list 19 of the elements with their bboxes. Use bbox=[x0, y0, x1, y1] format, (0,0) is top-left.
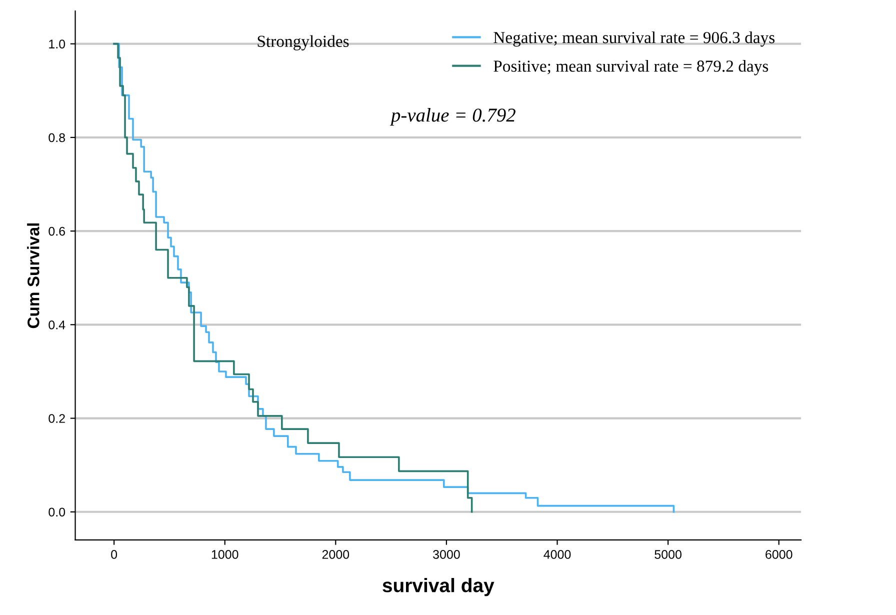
x-tick-label: 6000 bbox=[766, 550, 792, 559]
x-axis-title: survival day bbox=[382, 578, 494, 596]
y-tick-label: 0.0 bbox=[48, 508, 66, 517]
x-tick-label: 3000 bbox=[433, 550, 460, 559]
x-tick-label: 1000 bbox=[212, 550, 238, 559]
y-tick-label: 0.2 bbox=[48, 414, 65, 423]
y-tick-label: 0.8 bbox=[48, 133, 65, 142]
y-axis-title: Cum Survival bbox=[27, 223, 40, 328]
x-tick-label: 5000 bbox=[654, 550, 682, 559]
x-tick-label: 4000 bbox=[544, 550, 571, 559]
legend-title: Strongyloides bbox=[258, 35, 349, 50]
y-tick-label: 0.4 bbox=[48, 320, 66, 330]
x-tick-label: 2000 bbox=[322, 550, 350, 559]
legend-label: Negative; mean survival rate = 906.3 days bbox=[494, 31, 775, 47]
annotation: p-value = 0.792 bbox=[390, 108, 516, 126]
legend-label: Positive; mean survival rate = 879.2 days bbox=[494, 60, 768, 76]
y-tick-label: 0.6 bbox=[48, 226, 65, 236]
x-tick-label: 0 bbox=[111, 550, 118, 559]
y-tick-label: 1.0 bbox=[49, 40, 66, 48]
